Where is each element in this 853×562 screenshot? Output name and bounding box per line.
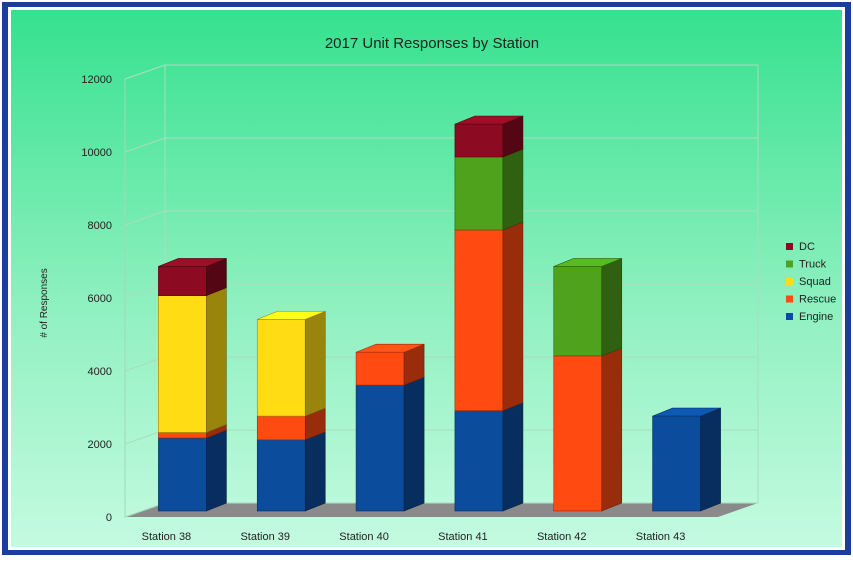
legend-label-dc: DC	[799, 241, 815, 253]
bar-front	[256, 319, 306, 417]
bar-side	[304, 431, 326, 512]
x-tick-label: Station 39	[240, 531, 290, 543]
x-tick-label: Station 38	[142, 531, 192, 543]
bar-front	[454, 156, 504, 231]
bar-front	[256, 439, 306, 512]
legend-label-truck: Truck	[799, 259, 827, 271]
bar-front	[256, 415, 306, 441]
bar-side	[403, 376, 425, 512]
bar-side	[601, 347, 623, 512]
bar-segment-engine-1	[158, 429, 227, 512]
x-tick-label: Station 43	[636, 531, 686, 543]
bar-side	[700, 407, 721, 512]
bar-front	[553, 355, 603, 512]
bar-front	[553, 266, 603, 357]
bar-segment-squad-1	[158, 287, 227, 433]
bar-top	[355, 343, 425, 353]
bar-side	[502, 221, 524, 412]
x-tick-label: Station 42	[537, 531, 587, 543]
bar-segment-truck-4	[454, 148, 524, 231]
bar-segment-rescue-5	[553, 347, 623, 512]
x-tick-labels: Station 38 Station 39 Station 40 Station 41…	[142, 531, 686, 543]
y-tick-label: 10000	[81, 147, 112, 159]
bar-front	[158, 266, 207, 296]
bar-segment-rescue-4	[454, 221, 524, 412]
bar-side	[502, 402, 524, 512]
chart-title: 2017 Unit Responses by Station	[325, 35, 539, 52]
bar-top	[454, 115, 524, 125]
bar-side	[502, 148, 524, 231]
y-tick-label: 8000	[88, 220, 112, 232]
y-tick-label: 2000	[88, 439, 112, 451]
legend-label-rescue: Rescue	[799, 294, 836, 306]
bar-front	[158, 432, 207, 439]
bar-front	[355, 351, 405, 386]
bar-segment-truck-5	[553, 258, 623, 357]
bar-front	[158, 295, 207, 433]
bar-segment-dc-1	[158, 258, 227, 297]
bar-front	[454, 229, 504, 411]
bar-front	[652, 415, 701, 512]
bar-segment-engine-6	[652, 407, 721, 512]
bar-top	[158, 258, 227, 267]
y-tick-label: 6000	[88, 293, 112, 305]
bar-top	[553, 258, 622, 267]
legend: DC Truck Squad Rescue Engine	[786, 241, 836, 323]
bar-top	[257, 311, 326, 320]
legend-swatch-squad	[786, 278, 793, 285]
y-axis-label: # of Responses	[39, 268, 50, 338]
bar-side	[601, 258, 623, 357]
bar-side	[206, 429, 227, 512]
bars	[158, 115, 721, 512]
y-tick-label: 12000	[81, 74, 112, 86]
bar-segment-rescue-2	[256, 407, 326, 441]
bar-front	[158, 437, 207, 512]
bar-top	[652, 407, 721, 417]
bar-segment-engine-4	[454, 402, 524, 512]
bar-segment-rescue-3	[355, 343, 425, 386]
bar-segment-squad-2	[256, 310, 326, 417]
bar-front	[454, 123, 504, 158]
bar-segment-dc-4	[454, 115, 524, 158]
bar-front	[355, 384, 405, 512]
x-tick-label: Station 40	[339, 531, 389, 543]
x-tick-label: Station 41	[438, 531, 488, 543]
y-tick-label: 4000	[88, 366, 112, 378]
legend-swatch-rescue	[786, 295, 793, 303]
bar-segment-engine-3	[355, 376, 425, 512]
gridline-diagonal	[124, 64, 166, 80]
bar-side	[206, 287, 227, 433]
y-tick-labels: 0 2000 4000 6000 8000 10000 12000	[81, 74, 112, 524]
gridline-diagonal	[124, 210, 166, 226]
bar-side	[304, 310, 326, 417]
legend-swatch-dc	[786, 243, 793, 250]
legend-swatch-truck	[786, 260, 793, 268]
bar-segment-engine-2	[256, 431, 326, 512]
legend-label-squad: Squad	[799, 276, 831, 288]
y-tick-label: 0	[106, 512, 112, 524]
bar-front	[454, 410, 504, 512]
legend-swatch-engine	[786, 313, 793, 320]
legend-label-engine: Engine	[799, 311, 833, 323]
gridline-diagonal	[124, 137, 166, 153]
